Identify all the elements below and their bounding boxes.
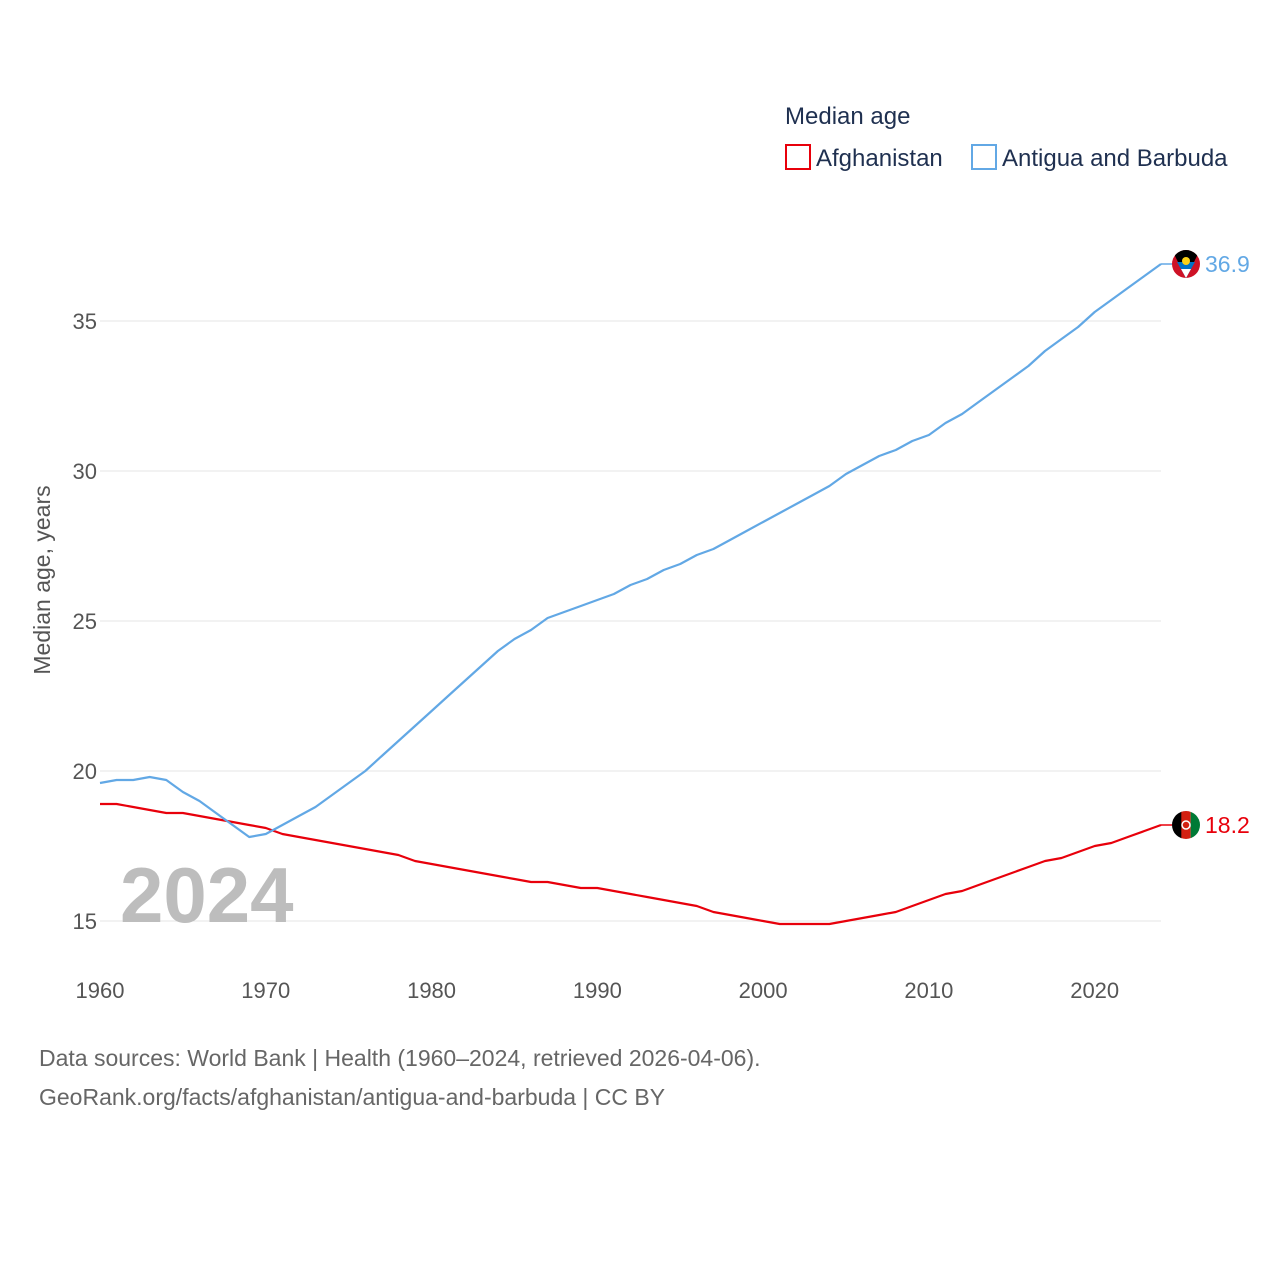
legend-label-afghanistan: Afghanistan (816, 145, 943, 172)
y-tick-label-35: 35 (73, 309, 97, 334)
source-link[interactable]: GeoRank.org/facts/afghanistan/antigua-an… (39, 1084, 666, 1110)
y-tick-label-25: 25 (73, 609, 97, 634)
end-label-afghanistan: 18.2 (1205, 812, 1250, 838)
series-line-antigua-and-barbuda (99, 263, 1162, 839)
y-tick-label-20: 20 (73, 759, 97, 784)
x-tick-label-2020: 2020 (1070, 978, 1119, 1003)
y-axis-ticks: 15 20 25 30 35 (73, 309, 97, 934)
x-axis-ticks: 1960 1970 1980 1990 2000 2010 2020 (76, 978, 1120, 1003)
afghanistan-flag-icon (1172, 811, 1200, 839)
legend: Median age Afghanistan Antigua and Barbu… (785, 103, 1228, 172)
series-lines (99, 263, 1162, 926)
legend-swatch-afghanistan[interactable] (785, 144, 811, 170)
series-line-afghanistan (100, 802, 1162, 926)
end-label-antigua-and-barbuda: 36.9 (1205, 251, 1250, 277)
y-tick-label-15: 15 (73, 909, 97, 934)
x-tick-label-2000: 2000 (739, 978, 788, 1003)
y-tick-label-30: 30 (73, 459, 97, 484)
x-tick-label-1970: 1970 (241, 978, 290, 1003)
end-markers: 18.2 36.9 (1161, 250, 1250, 839)
year-watermark: 2024 (120, 851, 294, 939)
gridlines (100, 320, 1161, 922)
legend-label-antigua-and-barbuda: Antigua and Barbuda (1002, 145, 1228, 172)
x-tick-label-1960: 1960 (76, 978, 125, 1003)
source-note: Data sources: World Bank | Health (1960–… (39, 1045, 761, 1071)
legend-item-afghanistan[interactable]: Afghanistan (785, 144, 943, 172)
legend-item-antigua-and-barbuda[interactable]: Antigua and Barbuda (971, 144, 1228, 172)
legend-title: Median age (785, 103, 910, 130)
x-tick-label-2010: 2010 (904, 978, 953, 1003)
y-axis-title: Median age, years (29, 485, 55, 674)
legend-swatch-antigua-and-barbuda[interactable] (971, 144, 997, 170)
x-tick-label-1980: 1980 (407, 978, 456, 1003)
antigua-and-barbuda-flag-icon (1172, 250, 1200, 278)
x-tick-label-1990: 1990 (573, 978, 622, 1003)
